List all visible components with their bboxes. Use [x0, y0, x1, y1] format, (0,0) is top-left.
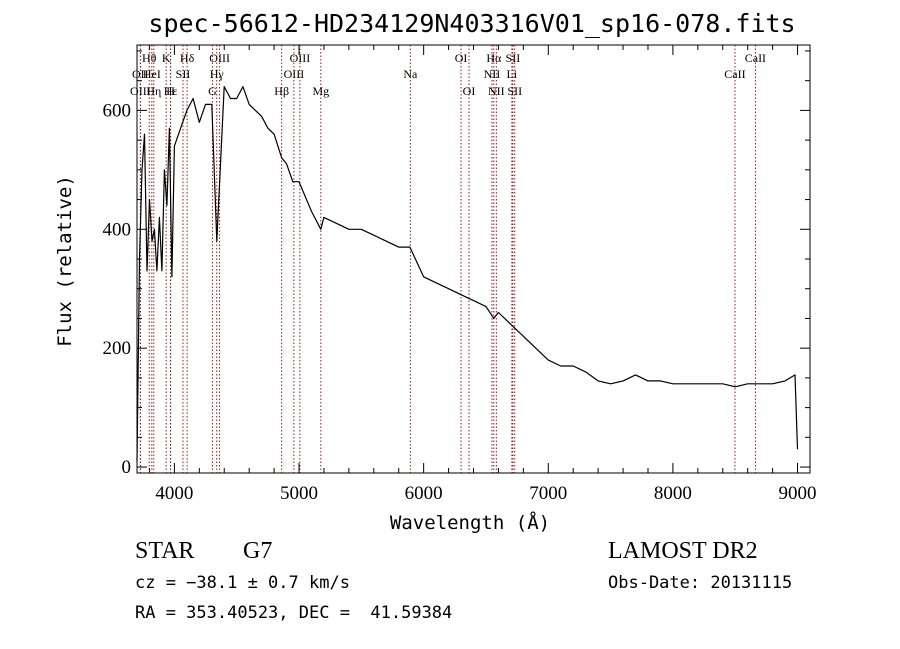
- line-marker-label: NII: [488, 84, 505, 98]
- redshift-velocity: cz = −38.1 ± 0.7 km/s: [135, 573, 350, 593]
- line-marker-label: HeI: [143, 67, 161, 81]
- line-marker-label: G: [208, 84, 217, 98]
- line-marker-label: Li: [507, 67, 518, 81]
- y-axis-label: Flux (relative): [54, 175, 76, 347]
- plot-axes: 4000 5000 6000 7000 8000 9000 0 200 400 600: [103, 44, 817, 504]
- line-marker-label: Hη: [146, 84, 161, 98]
- line-marker-label: Hδ: [180, 51, 195, 65]
- line-marker-label: OIII: [130, 84, 151, 98]
- line-marker-label: Hα: [486, 51, 502, 65]
- flux-series-line: [136, 86, 799, 462]
- x-tick-label: 7000: [529, 483, 567, 504]
- x-tick-label: 4000: [155, 483, 193, 504]
- line-marker-label: Hε: [164, 84, 178, 98]
- line-marker-label: Hβ: [274, 84, 289, 98]
- line-marker-label: K: [162, 51, 171, 65]
- x-tick-label: 5000: [280, 483, 318, 504]
- line-marker-label: NII: [484, 67, 501, 81]
- line-marker-label: OIII: [290, 51, 311, 65]
- line-marker-label: Hγ: [210, 67, 225, 81]
- x-tick-label: 9000: [779, 483, 817, 504]
- x-tick-label: 6000: [405, 483, 443, 504]
- line-marker-label: OIII: [284, 67, 305, 81]
- line-marker-label: OI: [455, 51, 468, 65]
- line-marker-label: Na: [403, 67, 418, 81]
- x-axis-label: Wavelength (Å): [390, 511, 550, 534]
- object-subclass: G7: [243, 538, 273, 564]
- line-marker-label: SII: [506, 51, 521, 65]
- line-marker-label: CaII: [724, 67, 745, 81]
- line-marker-label: Mg: [312, 84, 329, 98]
- sky-coordinates: RA = 353.40523, DEC = 41.59384: [135, 603, 453, 623]
- emission-line-markers: HθOIIOIIIHeIHηKSIIHHεHδOIIIHγGHβOIIIOIII…: [130, 45, 766, 473]
- chart-title: spec-56612-HD234129N403316V01_sp16-078.f…: [148, 9, 795, 38]
- x-tick-label: 8000: [654, 483, 692, 504]
- observation-date: Obs-Date: 20131115: [608, 573, 793, 593]
- survey-name: LAMOST DR2: [608, 538, 758, 564]
- line-marker-label: SII: [507, 84, 522, 98]
- line-marker-label: SII: [176, 67, 191, 81]
- y-tick-label: 0: [122, 457, 132, 478]
- flux-series: [136, 86, 799, 462]
- y-tick-label: 600: [103, 100, 132, 121]
- line-marker-label: OIII: [209, 51, 230, 65]
- y-tick-label: 400: [103, 219, 132, 240]
- plot-frame: [136, 44, 811, 474]
- line-marker-label: CaII: [745, 51, 766, 65]
- y-tick-label: 200: [103, 338, 132, 359]
- object-class: STAR: [135, 538, 195, 564]
- line-marker-label: OI: [463, 84, 476, 98]
- line-marker-label: Hθ: [142, 51, 157, 65]
